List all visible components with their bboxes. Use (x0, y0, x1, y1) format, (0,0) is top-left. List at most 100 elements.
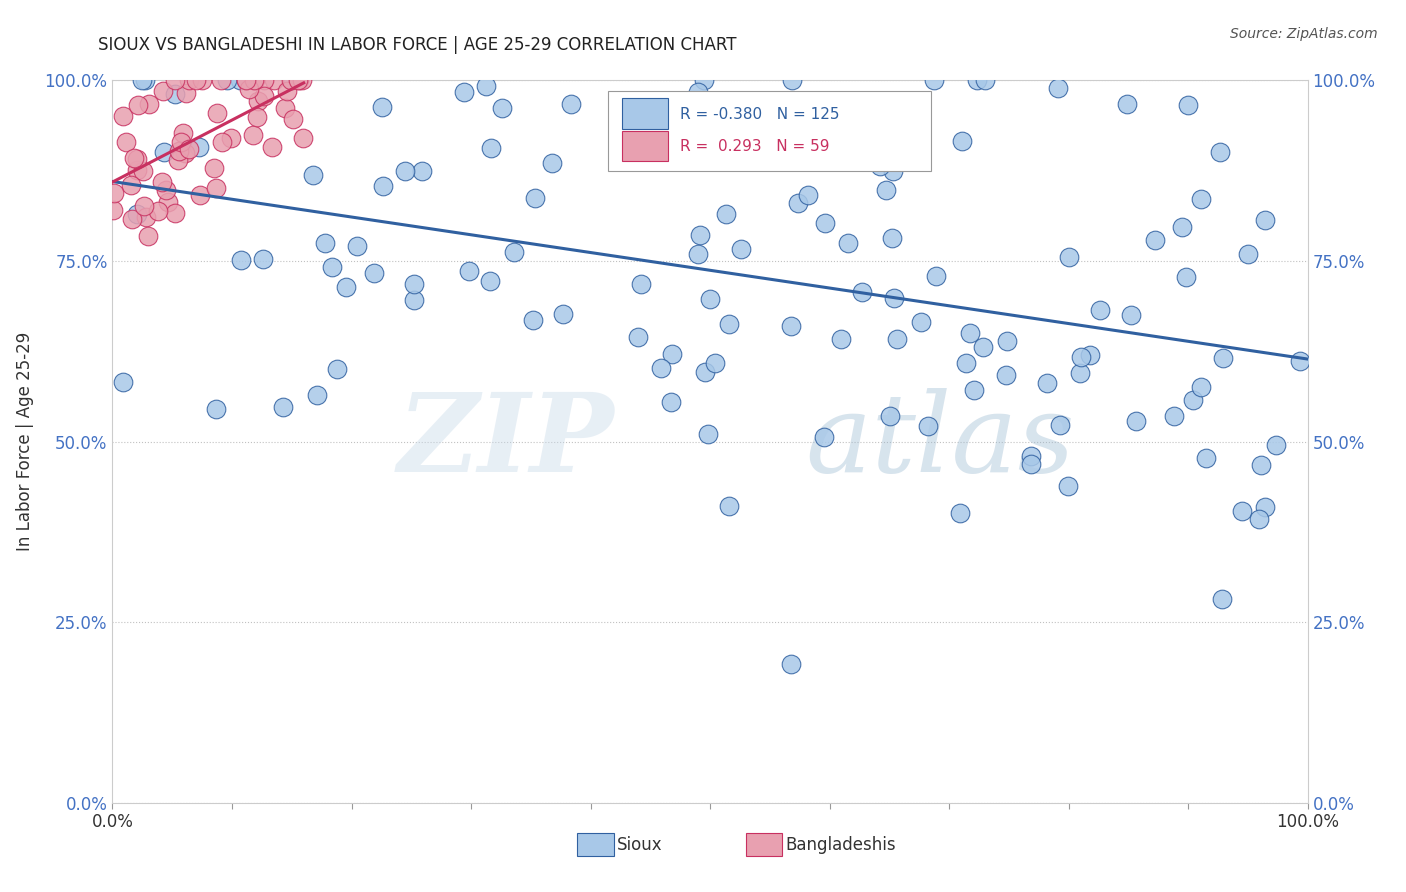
Point (787, 196, 810, 211)
Point (121, 212, 143, 227)
Point (1177, 98, 1199, 112)
Point (1236, 246, 1258, 260)
Point (373, 179, 395, 194)
Point (1088, 303, 1111, 318)
Y-axis label: In Labor Force | Age 25-29: In Labor Force | Age 25-29 (15, 332, 34, 551)
Point (163, 73, 186, 87)
Point (1036, 376, 1059, 391)
Point (125, 207, 148, 221)
Point (780, 657, 803, 672)
Point (127, 98, 149, 112)
Point (879, 409, 901, 423)
Point (630, 277, 652, 291)
Point (1049, 417, 1071, 432)
Point (1189, 192, 1212, 206)
Point (280, 73, 302, 87)
Point (205, 106, 228, 120)
Point (167, 153, 190, 167)
Point (717, 318, 740, 332)
Point (287, 73, 309, 87)
Point (689, 228, 711, 243)
Point (883, 291, 905, 305)
Point (101, 203, 124, 218)
Point (363, 266, 385, 280)
Point (211, 135, 233, 149)
Point (170, 135, 193, 149)
Point (697, 426, 720, 441)
Point (1171, 220, 1194, 235)
Point (714, 207, 737, 221)
Point (204, 402, 226, 417)
Point (1250, 458, 1272, 472)
Point (221, 131, 243, 145)
Point (882, 164, 904, 178)
Point (950, 134, 973, 148)
Point (1211, 592, 1233, 607)
Point (780, 73, 803, 87)
Text: Source: ZipAtlas.com: Source: ZipAtlas.com (1230, 27, 1378, 41)
Point (1019, 449, 1042, 463)
Point (925, 269, 948, 284)
Point (138, 97, 160, 112)
Point (411, 164, 433, 178)
Point (1289, 353, 1312, 368)
Point (260, 140, 283, 154)
Point (1249, 512, 1271, 526)
Point (172, 126, 194, 140)
Point (191, 73, 214, 87)
FancyBboxPatch shape (621, 98, 668, 128)
Point (150, 175, 173, 189)
Point (246, 95, 269, 109)
Point (184, 73, 207, 87)
Point (173, 145, 195, 160)
Point (910, 315, 932, 329)
Point (204, 161, 226, 175)
Point (524, 190, 547, 204)
Point (1189, 380, 1212, 394)
Point (730, 242, 752, 256)
Point (165, 205, 187, 219)
Point (163, 87, 186, 102)
Point (453, 85, 475, 99)
Point (1125, 414, 1147, 428)
Point (869, 159, 891, 173)
Point (245, 110, 267, 124)
Text: Sioux: Sioux (616, 836, 662, 854)
Point (146, 204, 169, 219)
Point (252, 252, 274, 267)
Point (179, 73, 201, 87)
Text: R = -0.380   N = 125: R = -0.380 N = 125 (681, 107, 839, 121)
Point (1209, 145, 1232, 159)
Point (281, 73, 304, 87)
Text: R =  0.293   N = 59: R = 0.293 N = 59 (681, 139, 830, 154)
Point (851, 285, 873, 299)
Point (235, 73, 257, 87)
Point (1080, 348, 1102, 362)
Point (253, 88, 276, 103)
Point (243, 73, 266, 87)
Point (693, 73, 716, 87)
Point (136, 228, 159, 243)
Point (242, 128, 264, 142)
FancyBboxPatch shape (621, 131, 668, 161)
Point (1069, 366, 1091, 380)
Point (837, 235, 859, 250)
Point (959, 326, 981, 340)
Point (717, 499, 740, 513)
Point (1143, 233, 1166, 247)
Point (134, 73, 156, 87)
Point (305, 388, 328, 402)
Point (276, 84, 298, 98)
Point (963, 383, 986, 397)
Point (686, 85, 709, 99)
Point (1174, 270, 1197, 285)
Point (491, 101, 513, 115)
Point (522, 313, 544, 327)
Point (737, 113, 759, 128)
Point (132, 164, 155, 178)
Point (1195, 450, 1218, 465)
Point (1057, 479, 1080, 493)
Point (157, 194, 180, 209)
Point (326, 361, 349, 376)
Text: Bangladeshis: Bangladeshis (785, 836, 896, 854)
